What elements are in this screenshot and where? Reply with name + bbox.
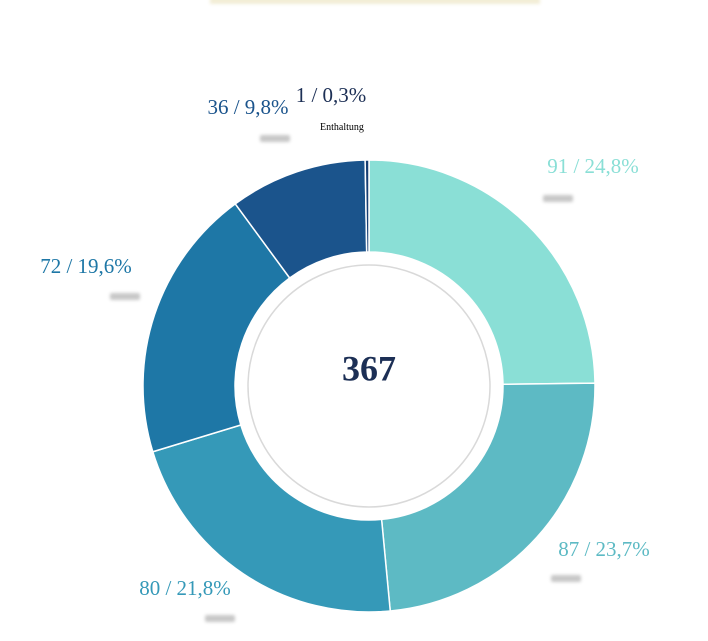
slice-category-blurred-0 bbox=[543, 195, 573, 202]
slice-value-label-0: 91 / 24,8% bbox=[547, 154, 639, 178]
slice-1[interactable] bbox=[380, 382, 596, 612]
slice-2[interactable] bbox=[151, 424, 392, 613]
slice-category-blurred-2 bbox=[205, 615, 235, 622]
inner-ring bbox=[247, 264, 491, 508]
slice-category-blurred-1 bbox=[551, 575, 581, 582]
slice-5[interactable] bbox=[364, 159, 370, 253]
slice-labels: 91 / 24,8% 87 / 23,7% 80 / 21,8% 72 / 19,6%… bbox=[40, 0, 650, 622]
total-count: 367 bbox=[342, 348, 396, 388]
slice-value-label-4: 36 / 9,8% bbox=[207, 95, 288, 119]
slice-category-blurred-4 bbox=[260, 135, 290, 142]
slice-0[interactable] bbox=[368, 159, 596, 386]
slice-category-label-5: Enthaltung bbox=[320, 122, 364, 133]
slice-value-label-1: 87 / 23,7% bbox=[558, 537, 650, 561]
slice-3[interactable] bbox=[142, 202, 291, 453]
slice-value-label-5: 1 / 0,3% bbox=[296, 83, 367, 107]
blurred-title-bar bbox=[210, 0, 540, 4]
slice-value-label-2: 80 / 21,8% bbox=[139, 576, 231, 600]
slice-value-label-3: 72 / 19,6% bbox=[40, 254, 132, 278]
slice-category-blurred-3 bbox=[110, 293, 140, 300]
donut-slices bbox=[142, 159, 596, 613]
